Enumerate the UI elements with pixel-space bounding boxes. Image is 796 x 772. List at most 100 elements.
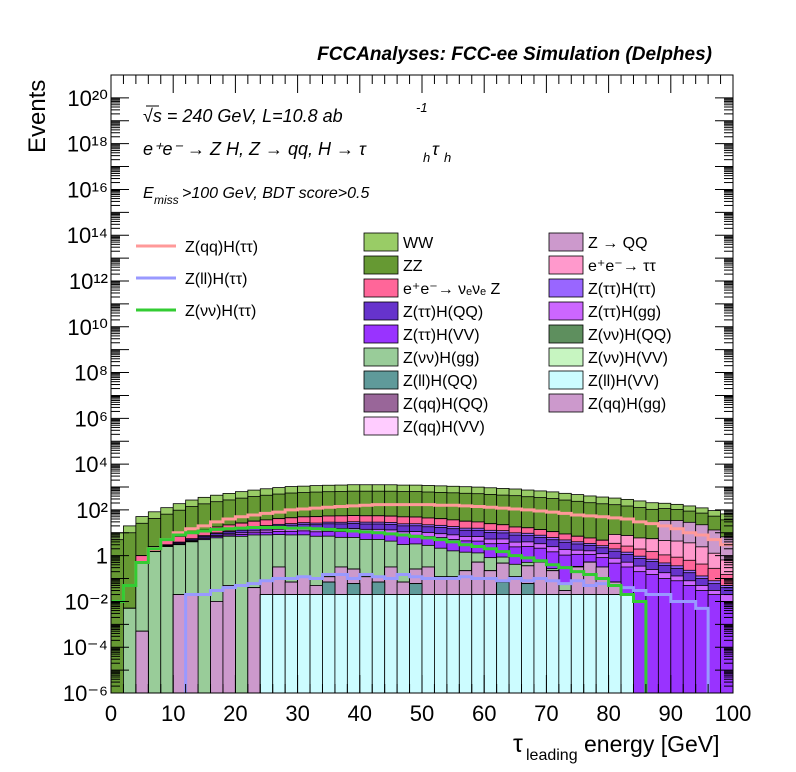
x-tick-label: 70 — [534, 701, 558, 726]
y-tick-label: 10⁶ — [74, 406, 108, 431]
x-tick-label: 60 — [472, 701, 496, 726]
stack-bar — [309, 594, 323, 693]
stack-bar — [297, 594, 311, 693]
x-tick-label: 10 — [161, 701, 185, 726]
stack-bar — [147, 551, 162, 693]
legend-label: Z(νν)H(ττ) — [185, 303, 256, 320]
legend-label: Z(qq)H(gg) — [588, 396, 666, 413]
overlay-line-0 — [111, 503, 733, 603]
stack-bar — [185, 594, 199, 693]
x-axis-label-subscript: leading — [526, 747, 578, 764]
annotation-block: √s = 240 GeV, L=10.8 ab -1 e⁺e⁻ → Z H, Z… — [143, 100, 451, 207]
stack-bar — [608, 594, 622, 693]
annotation-line2-tau: τ — [432, 139, 440, 159]
x-tick-label: 80 — [596, 701, 620, 726]
legend-box-swatch — [363, 255, 399, 275]
legend-box-swatch — [363, 278, 399, 298]
y-tick-label: 10⁻⁴ — [62, 635, 108, 660]
stack-bar — [334, 594, 348, 693]
y-tick-label: 10¹⁰ — [67, 315, 108, 340]
stack-bar — [434, 594, 448, 693]
legend-label: Z(ll)H(QQ) — [403, 373, 478, 390]
stack-bar — [234, 535, 249, 693]
annotation-line2-sub1: h — [423, 150, 430, 165]
stack-bar — [657, 578, 672, 693]
stack-bar — [620, 594, 634, 693]
annotation-line3-post: >100 GeV, BDT score>0.5 — [182, 185, 369, 202]
overlay-line-2 — [111, 526, 648, 693]
stack-bar — [409, 594, 423, 693]
legend-label: Z(ll)H(ττ) — [185, 271, 247, 288]
legend-box-swatch — [548, 370, 584, 390]
x-axis-label: τ leading energy [GeV] — [513, 730, 720, 764]
legend-label: Z(ττ)H(gg) — [588, 304, 661, 321]
legend: Z(qq)H(ττ) Z(ll)H(ττ) Z(νν)H(ττ) WW ZZ e⁺e⁻→ … — [136, 232, 672, 436]
y-tick-label: 10¹⁴ — [67, 223, 108, 248]
legend-box-swatch — [548, 278, 584, 298]
legend-box-swatch — [548, 301, 584, 321]
y-axis: 10⁻⁶ 10⁻⁴ 10⁻² 1 10² 10⁴ 10⁶ 10⁸ 10¹⁰ 10¹² 10¹⁴ 10¹… — [62, 86, 733, 706]
y-tick-label: 10²⁰ — [67, 86, 108, 111]
legend-box-swatch — [548, 393, 584, 413]
x-axis: 0 10 20 30 40 50 60 70 80 90 100 — [105, 75, 751, 726]
y-tick-label: 10⁻⁶ — [63, 681, 108, 706]
annotation-line3-sub: miss — [154, 193, 179, 207]
legend-label: Z(νν)H(gg) — [403, 350, 479, 367]
stack-bar — [396, 594, 410, 693]
stack-bar — [570, 594, 585, 693]
stack-bar — [210, 601, 224, 693]
stack-bar — [583, 594, 597, 693]
stack-bar — [172, 594, 187, 693]
stack-bar — [197, 539, 211, 693]
legend-label: ZZ — [403, 258, 423, 275]
y-tick-label: 10⁻² — [65, 589, 108, 614]
stack-bar — [222, 585, 236, 693]
stack-bar — [446, 594, 460, 693]
legend-label: Z(ττ)H(VV) — [403, 327, 480, 344]
annotation-line3-pre: E — [143, 185, 154, 202]
legend-label: Z(qq)H(QQ) — [403, 396, 488, 413]
legend-box-swatch — [363, 324, 399, 344]
legend-box-swatch — [363, 232, 399, 252]
x-tick-label: 50 — [410, 701, 434, 726]
x-axis-label-tau: τ — [513, 730, 523, 758]
stack-bar — [346, 594, 361, 693]
legend-label: Z(ττ)H(ττ) — [588, 281, 656, 298]
overlay-lines — [111, 503, 733, 693]
legend-box-swatch — [363, 393, 399, 413]
y-tick-label: 10¹⁸ — [67, 132, 108, 157]
y-tick-label: 10⁴ — [74, 452, 108, 477]
x-tick-label: 40 — [348, 701, 372, 726]
y-tick-label: 10² — [76, 498, 108, 523]
stack-bar — [384, 594, 398, 693]
y-axis-label: Events — [24, 80, 51, 153]
legend-box-swatch — [363, 347, 399, 367]
annotation-line2-sub2: h — [444, 150, 451, 165]
stack-bar — [284, 594, 299, 693]
y-tick-label: 10¹² — [69, 269, 108, 294]
legend-label: Z(νν)H(VV) — [588, 350, 668, 367]
stack-bar — [471, 594, 485, 693]
y-tick-label: 1 — [96, 544, 108, 569]
stack-series-0 — [259, 594, 634, 693]
annotation-line1-superscript: -1 — [416, 100, 428, 115]
stack-bar — [483, 594, 498, 693]
legend-label: Z(ττ)H(QQ) — [403, 304, 483, 321]
x-tick-label: 30 — [285, 701, 309, 726]
stack-bar — [371, 594, 386, 693]
stack-bar — [160, 546, 174, 693]
legend-label: e⁺e⁻→ νₑνₑ Z — [403, 281, 500, 298]
stack-bar — [421, 594, 435, 693]
legend-label: e⁺e⁻→ ττ — [588, 258, 656, 275]
stack-bar — [558, 594, 572, 693]
stack-bar — [272, 594, 286, 693]
stack-bar — [695, 590, 709, 693]
y-tick-label: 10⁸ — [74, 361, 108, 386]
x-axis-label-text: energy [GeV] — [584, 731, 720, 757]
stack-bar — [135, 630, 149, 693]
legend-label: Z → QQ — [588, 235, 648, 252]
x-tick-label: 0 — [105, 701, 117, 726]
stack-bar — [259, 594, 274, 693]
legend-label: WW — [403, 235, 434, 252]
